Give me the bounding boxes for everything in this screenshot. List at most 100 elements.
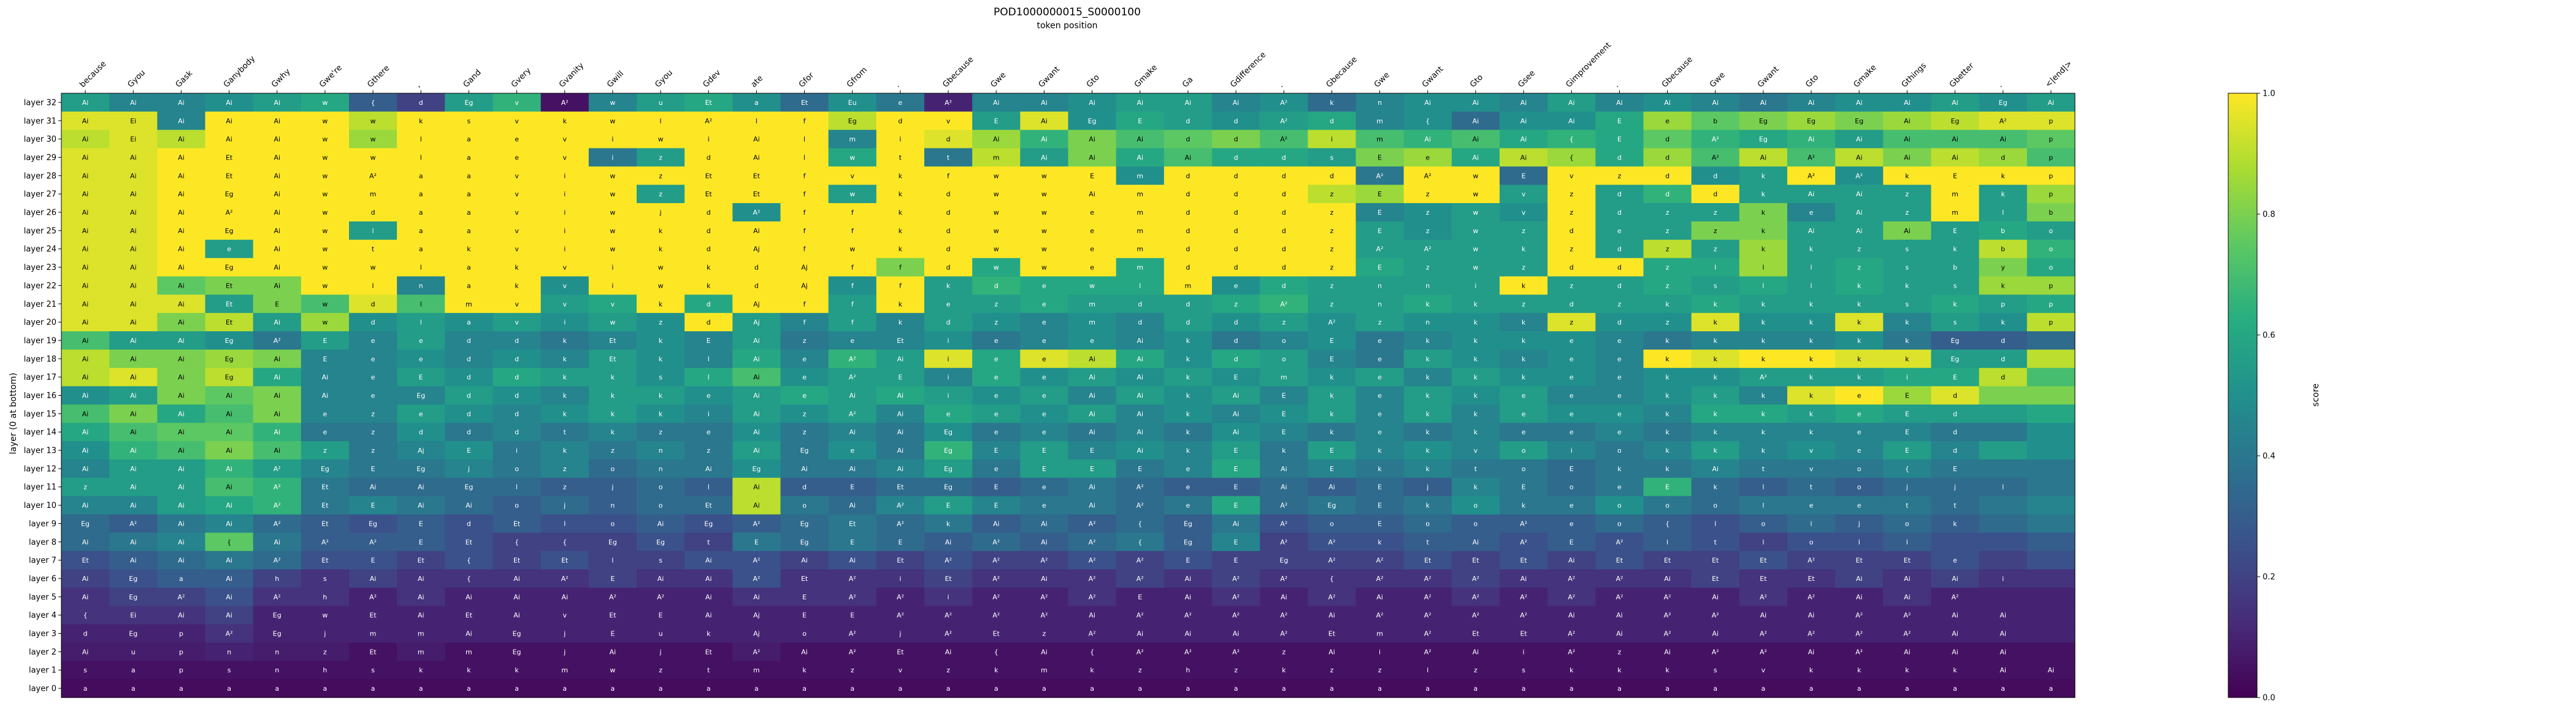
heatmap-cell [1547,221,1596,240]
heatmap-cell [732,166,781,185]
cell-label: Ai [1137,355,1143,363]
heatmap-cell [253,514,302,533]
cell-label: o [1522,447,1526,455]
heatmap-cell [876,642,925,661]
cell-label: k [659,245,663,253]
heatmap-cell [1500,276,1548,295]
heatmap-cell [1212,166,1260,185]
cell-label: Ai [1856,593,1863,601]
cell-label: Ai [1952,99,1958,107]
heatmap-cell [1260,294,1308,313]
heatmap-cell [1020,496,1069,515]
cell-label: f [803,245,807,253]
cell-label: n [227,648,231,656]
cell-label: A² [369,593,377,601]
heatmap-cell [637,221,685,240]
heatmap-cell [157,294,206,313]
cell-label: A² [753,209,760,217]
cell-label: a [659,685,663,693]
cell-label: d [1282,190,1286,198]
heatmap-cell [876,404,925,423]
cell-label: i [611,136,613,144]
cell-label: k [515,264,519,272]
cell-label: t [707,538,710,546]
heatmap-cell [828,551,877,570]
cell-label: Et [1760,556,1767,564]
heatmap-cell [684,185,733,204]
cell-label: o [2049,227,2053,235]
cell-label: s [1330,153,1334,161]
heatmap-cell [924,367,973,387]
heatmap-cell [1116,386,1165,405]
heatmap-cell [1020,514,1069,533]
cell-label: k [659,392,663,400]
cell-label: p [179,630,183,638]
heatmap-cell [972,221,1021,240]
heatmap-cell [301,331,350,350]
cell-label: A² [226,630,233,638]
cell-label: m [418,648,424,656]
cell-label: Ai [82,99,89,107]
cell-label: o [1425,520,1430,528]
cell-label: w [322,612,328,620]
heatmap-cell [61,129,110,149]
cell-label: z [994,318,998,326]
heatmap-cell [1403,331,1452,350]
cell-label: A² [1520,593,1527,601]
cell-label: E [1378,264,1382,272]
heatmap-cell [349,331,397,350]
cell-label: m [466,648,472,656]
cell-label: k [563,117,567,125]
heatmap-cell [1691,349,1740,369]
cell-label: Et [897,483,904,491]
cell-label: A² [1712,612,1719,620]
cell-label: a [419,685,423,693]
heatmap-cell [109,111,158,131]
heatmap-cell [637,441,685,460]
heatmap-cell [1883,551,1932,570]
heatmap-cell [588,258,637,277]
heatmap-cell [732,624,781,644]
heatmap-cell [397,258,445,277]
heatmap-cell [972,423,1021,442]
cell-label: w [994,172,999,180]
cell-label: Ai [178,410,185,418]
cell-label: z [1330,227,1334,235]
cell-label: Et [1712,575,1719,583]
heatmap-cell [1883,331,1932,350]
heatmap-cell [637,404,685,423]
heatmap-cell [828,239,877,259]
cell-label: Ai [1424,99,1431,107]
cell-label: Ai [82,502,89,510]
heatmap-cell [61,459,110,478]
colorbar-gradient [2228,93,2258,698]
heatmap-cell [301,551,350,570]
heatmap-cell [1020,203,1069,222]
cell-label: A² [753,575,760,583]
cell-label: h [323,666,327,674]
heatmap-cell [1787,605,1836,625]
cell-label: A² [1807,630,1815,638]
cell-label: E [1234,538,1238,546]
cell-label: z [1043,630,1046,638]
cell-label: d [1665,172,1669,180]
cell-label: w [370,264,376,272]
cell-label: w [322,99,328,107]
heatmap-cell [1835,111,1884,131]
heatmap-cell [972,496,1021,515]
heatmap-cell [637,496,685,515]
cell-label: A² [897,612,904,620]
heatmap-cell [349,203,397,222]
heatmap-cell [1116,624,1165,644]
heatmap-cell [349,367,397,387]
heatmap-cell [1451,185,1500,204]
heatmap-cell [1787,386,1836,405]
cell-label: a [1138,685,1142,693]
cell-label: k [1761,355,1766,363]
heatmap-cell [349,551,397,570]
cell-label: Ai [1999,666,2006,674]
heatmap-cell [1643,367,1692,387]
cell-label: E [323,355,327,363]
heatmap-cell [1260,642,1308,661]
heatmap-cell [1500,367,1548,387]
